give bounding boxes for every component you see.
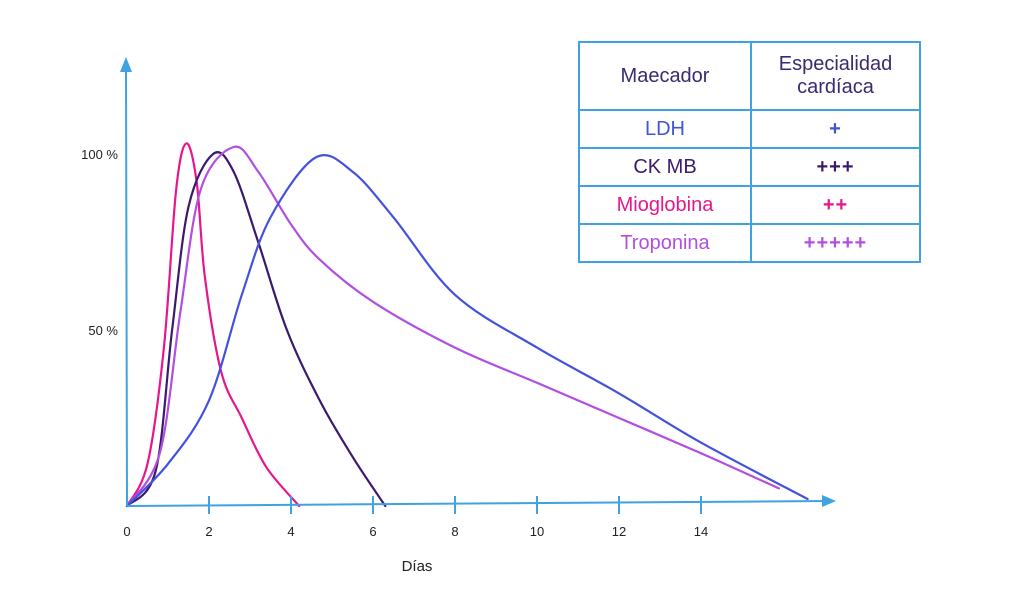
x-tick-label: 10 <box>530 524 544 539</box>
x-tick-label: 2 <box>205 524 212 539</box>
tick-labels: 0 2 4 6 8 10 12 14 100 % 50 % <box>81 147 708 539</box>
x-tick-label: 6 <box>369 524 376 539</box>
table-row: Mioglobina ++ <box>578 185 921 225</box>
marker-name: CK MB <box>578 147 752 187</box>
table-row: LDH + <box>578 109 921 149</box>
axes <box>120 57 836 514</box>
series-line-ldh <box>125 153 809 508</box>
series-line-troponina <box>125 145 780 508</box>
x-axis-line <box>126 500 827 507</box>
marker-specificity: ++ <box>750 185 921 225</box>
marker-specificity: + <box>750 109 921 149</box>
marker-specificity: +++++ <box>750 223 921 263</box>
table-row: CK MB +++ <box>578 147 921 187</box>
series-line-mioglobina <box>125 142 301 508</box>
x-tick-label: 8 <box>451 524 458 539</box>
x-tick-label: 12 <box>612 524 626 539</box>
x-axis-title: Días <box>402 558 433 575</box>
marker-name: Mioglobina <box>578 185 752 225</box>
x-tick-label: 0 <box>123 524 130 539</box>
marker-name: Troponina <box>578 223 752 263</box>
x-tick-label: 14 <box>694 524 708 539</box>
table-header-row: Maecador Especialidad cardíaca <box>578 41 921 111</box>
table-row: Troponina +++++ <box>578 223 921 263</box>
header-marker: Maecador <box>578 41 752 111</box>
marker-table: Maecador Especialidad cardíaca LDH + CK … <box>578 41 921 263</box>
marker-name: LDH <box>578 109 752 149</box>
series-curves <box>125 142 809 508</box>
y-axis-arrow <box>120 57 132 72</box>
y-tick-label: 100 % <box>81 147 118 162</box>
x-axis-arrow <box>822 495 836 507</box>
y-axis-line <box>125 67 128 507</box>
x-tick-label: 4 <box>287 524 294 539</box>
header-specificity: Especialidad cardíaca <box>750 41 921 111</box>
marker-specificity: +++ <box>750 147 921 187</box>
series-line-ck-mb <box>125 151 387 508</box>
y-tick-label: 50 % <box>88 323 118 338</box>
